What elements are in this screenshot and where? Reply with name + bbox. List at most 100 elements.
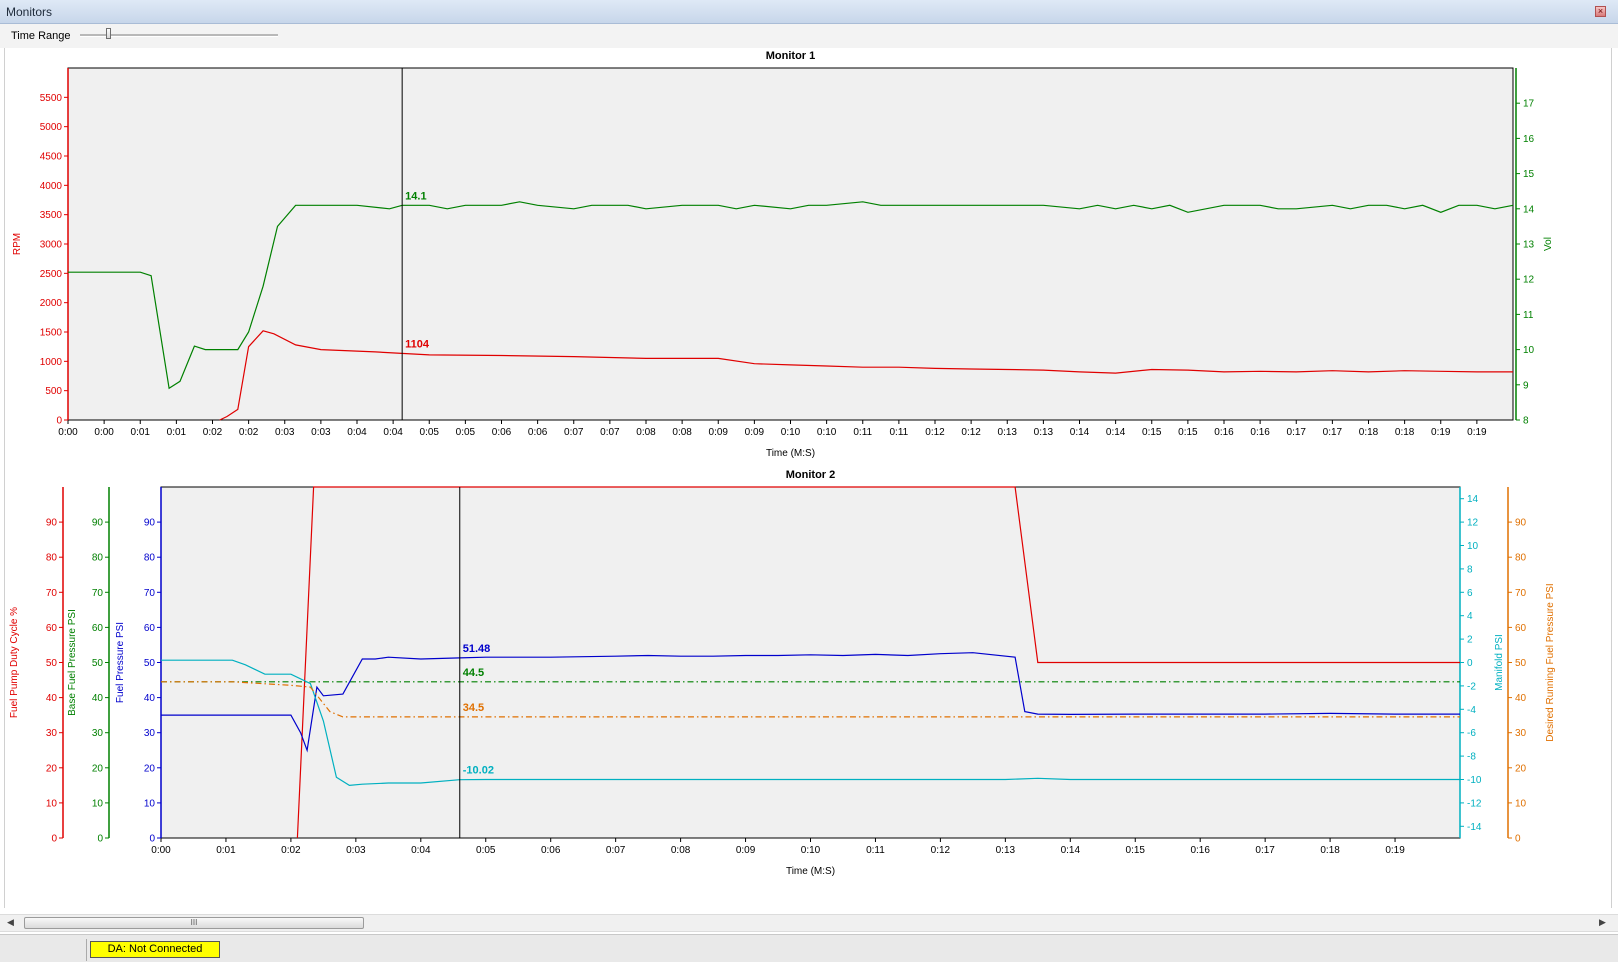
monitor2-man-tick-label: 0 — [1467, 658, 1473, 669]
monitor1-x-tick-label: 0:03 — [275, 427, 295, 438]
monitor2-desired-tick-label: 10 — [1515, 798, 1527, 809]
monitor2-fp-tick-label: 90 — [144, 518, 156, 529]
monitor1-vol-tick-label: 11 — [1523, 310, 1534, 321]
monitor2-duty-tick-label: 0 — [51, 834, 57, 845]
monitor1-x-tick-label: 0:09 — [709, 427, 729, 438]
monitor1-x-tick-label: 0:08 — [636, 427, 656, 438]
monitor1-x-tick-label: 0:05 — [456, 427, 476, 438]
monitor1-x-axis-label: Time (M:S) — [766, 448, 815, 459]
monitor1-x-tick-label: 0:17 — [1323, 427, 1343, 438]
monitor2-man-tick-label: -14 — [1467, 822, 1482, 833]
monitor1-rpm-tick-label: 1000 — [40, 357, 63, 368]
monitor1-vol-tick-label: 16 — [1523, 134, 1535, 145]
monitor2-duty-axis-label: Fuel Pump Duty Cycle % — [9, 607, 20, 718]
monitor2-man-tick-label: 10 — [1467, 541, 1479, 552]
monitor2-x-tick-label: 0:17 — [1255, 845, 1275, 856]
monitor1-vol-tick-label: 10 — [1523, 345, 1535, 356]
monitor2-duty-tick-label: 70 — [46, 588, 58, 599]
monitor2-man-tick-label: -8 — [1467, 752, 1476, 763]
monitor1-x-tick-label: 0:11 — [890, 427, 909, 438]
time-range-slider-thumb[interactable] — [106, 28, 111, 39]
monitor2-desired-tick-label: 60 — [1515, 623, 1527, 634]
scroll-left-icon[interactable]: ◀ — [7, 917, 14, 927]
monitor2-desired-tick-label: 20 — [1515, 763, 1527, 774]
monitor1-vol-tick-label: 17 — [1523, 99, 1535, 110]
monitor1-plot-area — [67, 67, 1514, 421]
monitor2-duty-tick-label: 90 — [46, 518, 58, 529]
monitor2-man-tick-label: 6 — [1467, 588, 1473, 599]
monitor2-base-tick-label: 0 — [97, 834, 103, 845]
monitor1-rpm-tick-label: 3000 — [40, 240, 63, 251]
monitor2-base-tick-label: 90 — [92, 518, 104, 529]
monitor2-x-tick-label: 0:01 — [216, 845, 236, 856]
monitor1-x-tick-label: 0:14 — [1106, 427, 1126, 438]
monitor2-duty-tick-label: 20 — [46, 763, 58, 774]
monitor1-cursor-value-rpm: 1104 — [405, 338, 430, 350]
monitor2-desired-tick-label: 80 — [1515, 553, 1527, 564]
monitor1-x-tick-label: 0:03 — [311, 427, 331, 438]
monitor1-x-tick-label: 0:17 — [1287, 427, 1307, 438]
monitor2-base-tick-label: 60 — [92, 623, 104, 634]
monitor1-x-tick-label: 0:06 — [528, 427, 548, 438]
monitor2-man-tick-label: 12 — [1467, 518, 1479, 529]
monitor1-x-tick-label: 0:12 — [925, 427, 945, 438]
monitor2-man-tick-label: 14 — [1467, 494, 1479, 505]
monitor2-x-tick-label: 0:15 — [1126, 845, 1146, 856]
monitor1-rpm-tick-label: 0 — [56, 416, 62, 427]
monitor1-vol-tick-label: 9 — [1523, 380, 1529, 391]
monitor1-title: Monitor 1 — [766, 50, 816, 62]
monitor2-base-axis-label: Base Fuel Pressure PSI — [67, 609, 78, 716]
close-icon[interactable]: × — [1595, 6, 1606, 17]
monitor2-cursor-value-fp: 51.48 — [463, 643, 491, 655]
monitor1-x-tick-label: 0:12 — [961, 427, 981, 438]
monitor2-desired-tick-label: 50 — [1515, 658, 1527, 669]
time-range-slider[interactable] — [80, 34, 278, 37]
monitor1-vol-axis-label: Vol — [1543, 237, 1554, 251]
time-range-label: Time Range — [11, 30, 71, 42]
monitor2-chart — [59, 486, 1512, 842]
monitor2-x-tick-label: 0:04 — [411, 845, 431, 856]
monitor1-x-tick-label: 0:19 — [1431, 427, 1451, 438]
monitor1-series-vol — [68, 201, 1514, 390]
monitor2-x-tick-label: 0:09 — [736, 845, 756, 856]
monitor2-man-tick-label: -12 — [1467, 798, 1482, 809]
monitor2-man-tick-label: 2 — [1467, 635, 1473, 646]
monitor1-x-tick-label: 0:02 — [239, 427, 259, 438]
monitor2-base-tick-label: 40 — [92, 693, 104, 704]
monitor1-x-tick-label: 0:06 — [492, 427, 512, 438]
monitor2-man-tick-label: 8 — [1467, 564, 1473, 575]
monitor1-x-tick-label: 0:18 — [1395, 427, 1415, 438]
monitor2-x-tick-label: 0:00 — [151, 845, 171, 856]
monitor2-x-tick-label: 0:07 — [606, 845, 626, 856]
scrollbar-thumb[interactable]: III — [24, 917, 364, 929]
monitor1-rpm-tick-label: 1500 — [40, 328, 63, 339]
monitor2-cursor-value-base: 44.5 — [463, 667, 484, 679]
monitor2-desired-tick-label: 40 — [1515, 693, 1527, 704]
monitor2-x-tick-label: 0:14 — [1061, 845, 1081, 856]
monitor2-duty-tick-label: 40 — [46, 693, 58, 704]
monitor1-x-tick-label: 0:10 — [781, 427, 801, 438]
monitor1-vol-tick-label: 14 — [1523, 204, 1535, 215]
monitor2-base-tick-label: 10 — [92, 798, 104, 809]
horizontal-scrollbar[interactable]: ◀ III ▶ — [0, 914, 1618, 932]
monitor2-base-tick-label: 70 — [92, 588, 104, 599]
status-bar: DA: Not Connected — [0, 934, 1618, 962]
monitor2-x-tick-label: 0:03 — [346, 845, 366, 856]
monitor2-man-tick-label: -6 — [1467, 728, 1476, 739]
monitor2-x-axis-label: Time (M:S) — [786, 866, 835, 877]
monitor1-x-tick-label: 0:05 — [420, 427, 440, 438]
scroll-right-icon[interactable]: ▶ — [1599, 917, 1606, 927]
monitor2-fp-tick-label: 50 — [144, 658, 156, 669]
monitor2-duty-tick-label: 10 — [46, 798, 58, 809]
monitor1-rpm-tick-label: 4500 — [40, 152, 63, 163]
monitor2-x-tick-label: 0:13 — [996, 845, 1016, 856]
monitor2-man-tick-label: -10 — [1467, 775, 1482, 786]
monitor1-rpm-tick-label: 2000 — [40, 298, 63, 309]
monitor2-x-tick-label: 0:10 — [801, 845, 821, 856]
monitor1-rpm-tick-label: 5000 — [40, 122, 63, 133]
monitor1-x-tick-label: 0:13 — [998, 427, 1018, 438]
monitor1-vol-tick-label: 15 — [1523, 169, 1535, 180]
monitor1-x-tick-label: 0:00 — [58, 427, 78, 438]
monitor1-x-tick-label: 0:07 — [600, 427, 620, 438]
window-title-bar: Monitors × — [0, 0, 1618, 24]
